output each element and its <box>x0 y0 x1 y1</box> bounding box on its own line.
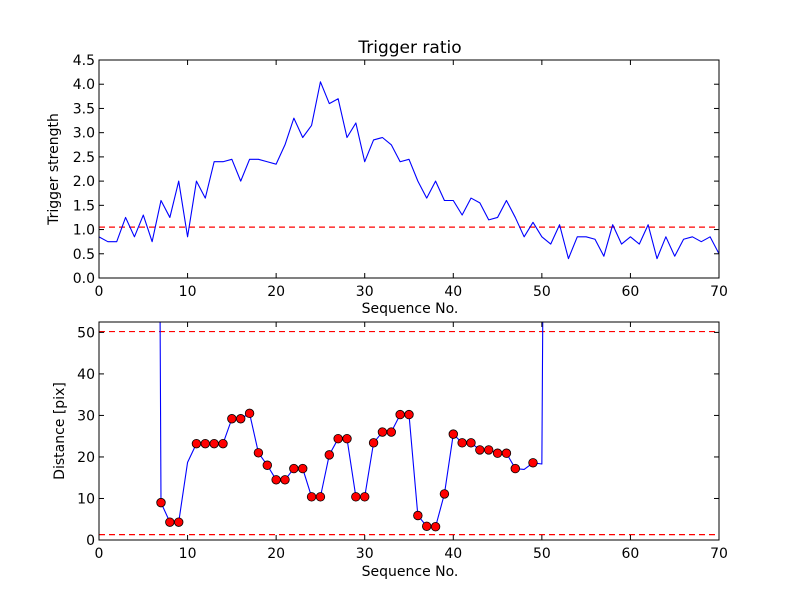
x-axis-ticks: 0 10 20 30 40 50 60 70 <box>95 60 728 300</box>
data-point <box>306 492 317 502</box>
plot-frame <box>98 59 720 279</box>
y-tick-label: 0 <box>86 533 95 549</box>
chart-title: Trigger ratio <box>357 38 461 58</box>
data-point <box>253 448 264 458</box>
x-tick-label: 30 <box>356 284 374 300</box>
x-tick-label: 60 <box>622 546 640 562</box>
plot-area <box>99 322 719 540</box>
data-point <box>342 433 352 444</box>
data-point <box>156 497 166 508</box>
data-point <box>360 492 370 502</box>
data-point <box>174 517 184 527</box>
data-point <box>280 475 290 485</box>
y-axis-ticks: 0.0 0.5 1.0 1.5 2.0 2.5 3.0 3.5 4.0 4.5 <box>73 53 719 287</box>
x-tick-label: 0 <box>95 284 104 300</box>
data-point <box>333 433 343 444</box>
y-tick-label: 1.0 <box>73 223 95 239</box>
x-tick-label: 20 <box>267 284 285 300</box>
data-point <box>298 463 308 474</box>
y-tick-label: 2.5 <box>73 150 95 166</box>
data-point <box>430 522 441 532</box>
y-axis-label: Trigger strength <box>46 113 62 226</box>
data-point <box>448 429 458 439</box>
data-point <box>510 463 520 474</box>
data-point <box>466 438 476 448</box>
y-tick-label: 40 <box>77 367 95 383</box>
data-point <box>404 409 414 420</box>
data-point <box>475 445 485 455</box>
y-tick-label: 3.5 <box>73 101 95 117</box>
data-point <box>315 492 326 502</box>
data-point <box>324 450 334 460</box>
data-point <box>368 438 379 448</box>
y-tick-label: 10 <box>77 491 95 507</box>
data-point <box>165 517 175 527</box>
data-point <box>262 460 272 470</box>
data-point <box>289 463 299 474</box>
data-point <box>377 427 388 437</box>
x-tick-label: 50 <box>533 546 551 562</box>
data-point <box>209 438 219 449</box>
data-point <box>236 414 246 424</box>
y-tick-label: 1.5 <box>73 198 95 214</box>
y-tick-label: 4.0 <box>73 77 95 93</box>
x-tick-label: 30 <box>356 546 374 562</box>
plot-area <box>99 60 719 278</box>
data-point <box>386 427 396 437</box>
y-tick-label: 4.5 <box>73 53 95 69</box>
y-axis-ticks: 0 10 20 30 40 50 <box>77 325 719 549</box>
y-tick-label: 50 <box>77 325 95 341</box>
x-tick-label: 60 <box>622 284 640 300</box>
data-point <box>227 414 237 424</box>
x-tick-label: 0 <box>95 546 104 562</box>
y-tick-label: 30 <box>77 408 95 424</box>
data-point <box>351 492 361 502</box>
data-point <box>492 448 503 458</box>
y-tick-label: 3.0 <box>73 126 95 142</box>
y-tick-label: 0.5 <box>73 247 95 263</box>
x-tick-label: 20 <box>267 546 285 562</box>
x-tick-label: 70 <box>710 284 728 300</box>
series-layer <box>156 322 544 532</box>
data-point <box>218 438 228 449</box>
x-axis-label: Sequence No. <box>362 301 459 317</box>
y-axis-label: Distance [pix] <box>52 382 68 480</box>
data-point <box>439 489 450 499</box>
x-tick-label: 10 <box>179 546 197 562</box>
data-point <box>395 409 405 420</box>
x-axis-ticks: 0 10 20 30 40 50 60 70 <box>95 322 728 562</box>
data-point <box>528 458 538 468</box>
plot-frame <box>98 321 720 541</box>
y-tick-label: 0.0 <box>73 271 95 287</box>
x-axis-label: Sequence No. <box>362 564 459 580</box>
data-point <box>413 510 423 521</box>
distance-plot: 0 10 20 30 40 50 60 70 0 10 20 30 40 50 Sequence No.… <box>52 321 728 580</box>
x-tick-label: 40 <box>444 284 462 300</box>
series-line <box>99 81 719 260</box>
threshold-lines <box>99 330 719 536</box>
data-point <box>271 475 281 485</box>
y-tick-label: 2.0 <box>73 174 95 190</box>
data-point <box>501 448 512 458</box>
y-tick-label: 20 <box>77 450 95 466</box>
data-point <box>244 408 255 419</box>
x-tick-label: 50 <box>533 284 551 300</box>
data-point <box>422 521 432 531</box>
data-point <box>484 445 494 455</box>
trigger-ratio-plot: Trigger ratio 0 10 20 30 40 50 60 70 0.0 0.5 1.0 1… <box>46 38 728 317</box>
x-tick-label: 40 <box>444 546 462 562</box>
data-point <box>457 438 467 448</box>
data-point <box>191 438 202 449</box>
data-point <box>200 438 210 449</box>
x-tick-label: 10 <box>179 284 197 300</box>
x-tick-label: 70 <box>710 546 728 562</box>
series-layer <box>99 81 719 260</box>
